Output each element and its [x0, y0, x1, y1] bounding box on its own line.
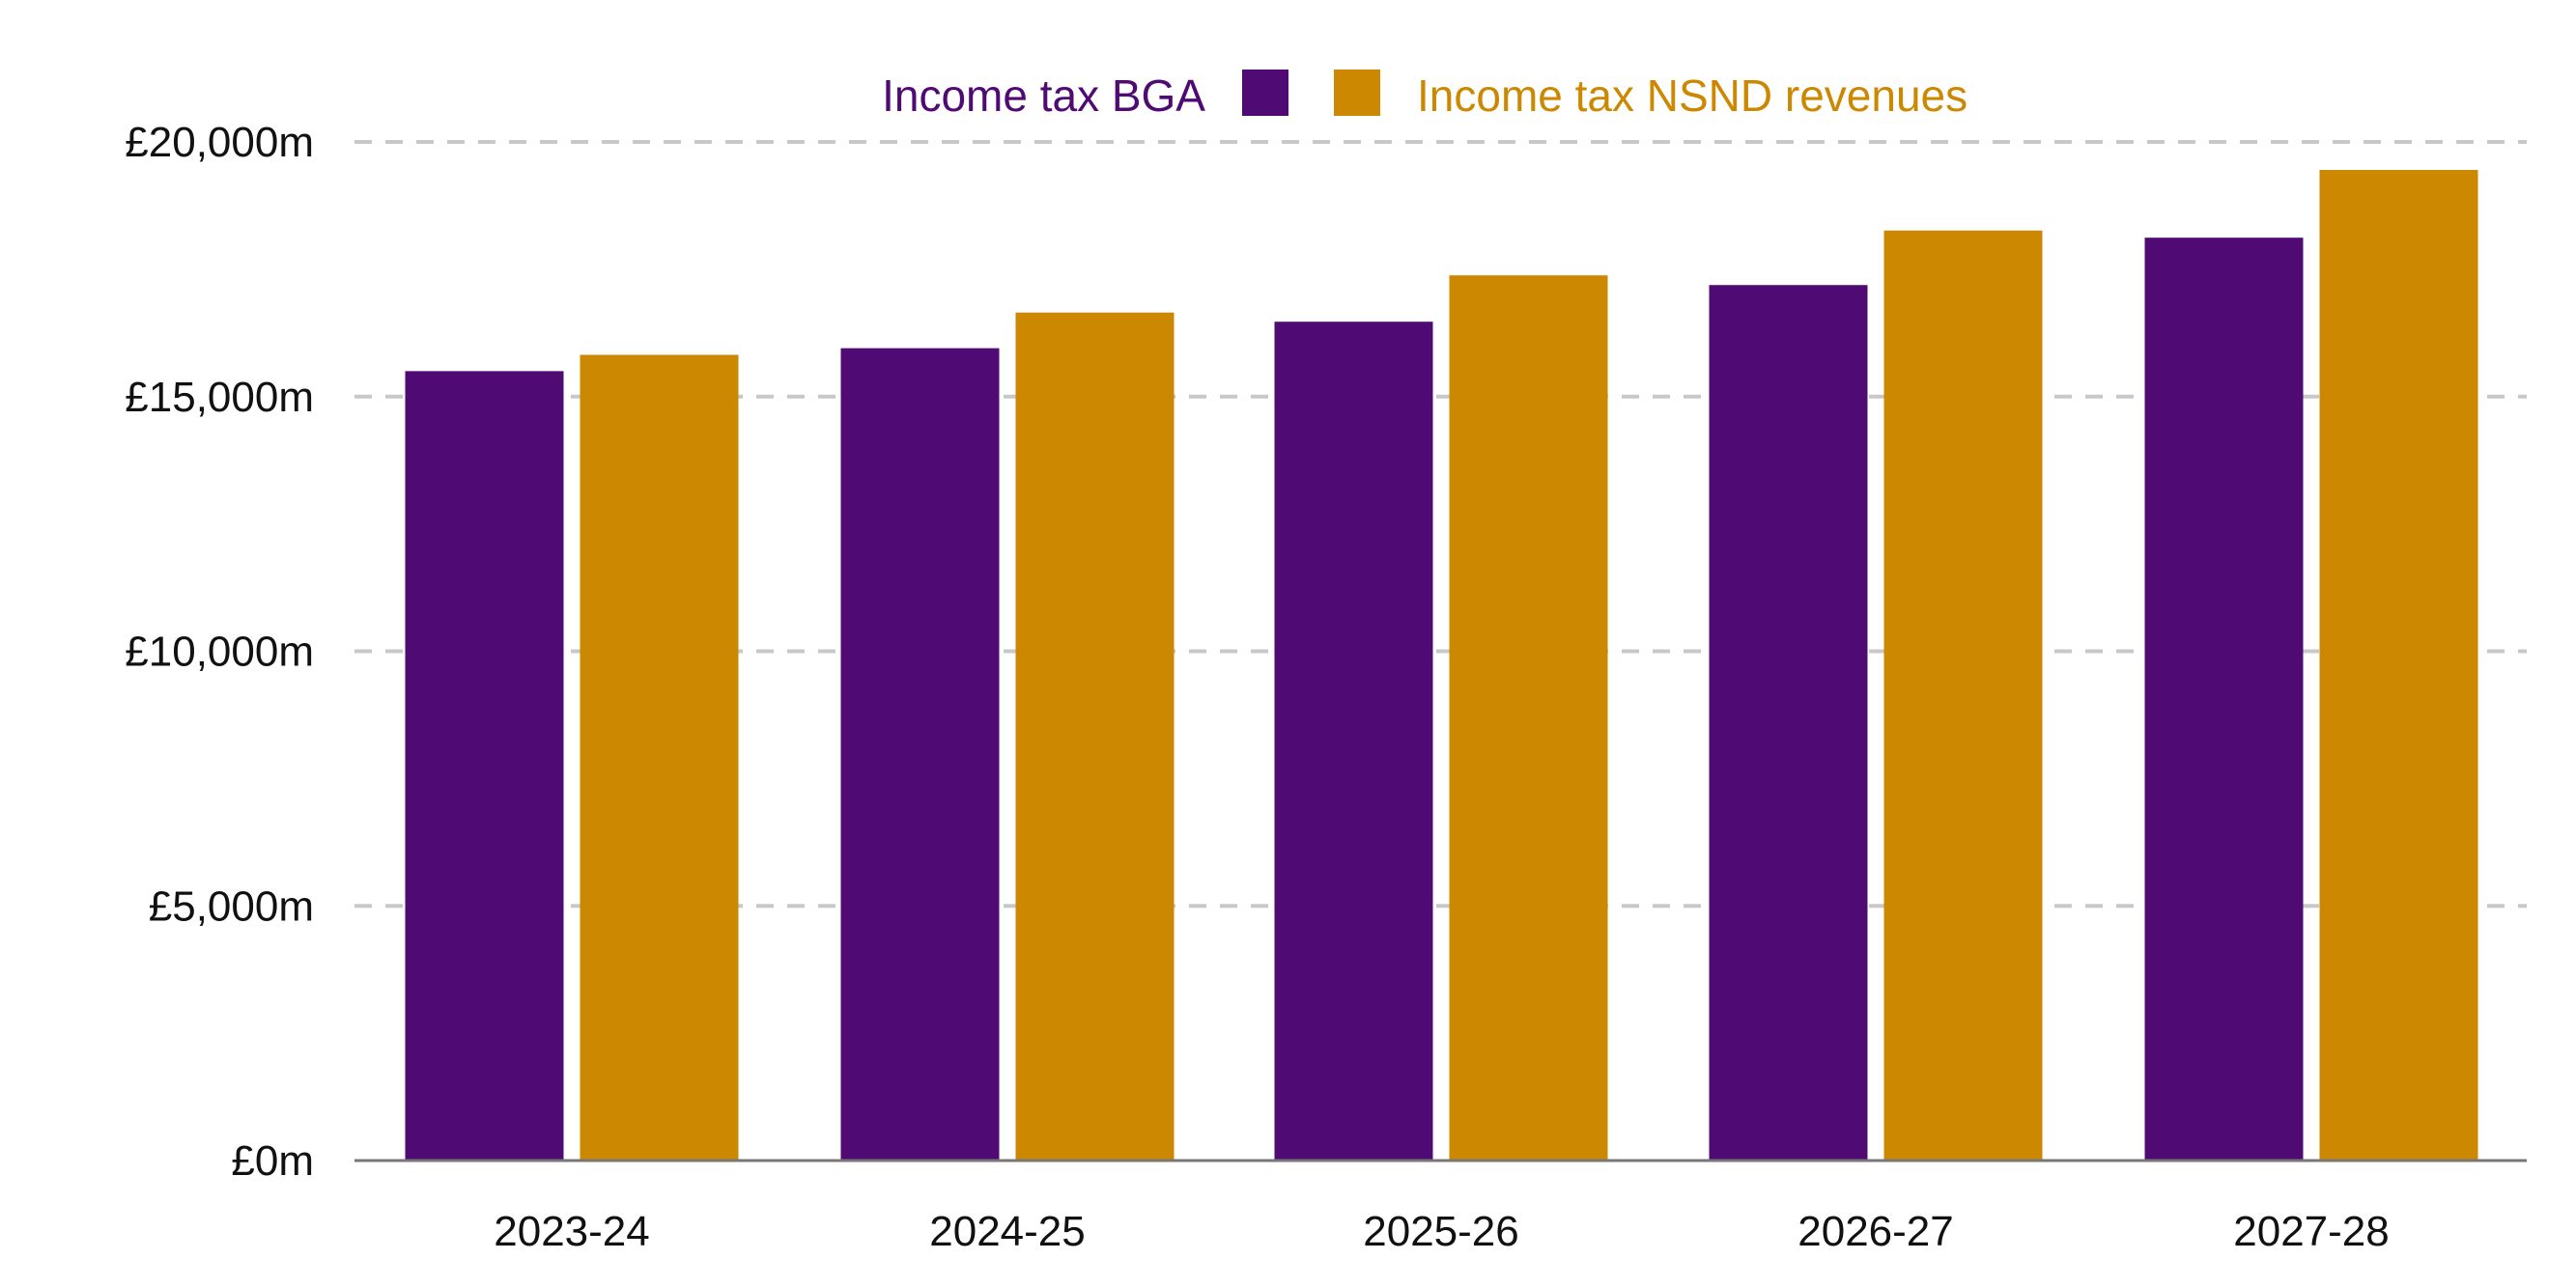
- bar-nsnd-2025-26: [1449, 275, 1608, 1162]
- bar-bga-2024-25: [840, 348, 1000, 1161]
- bar-bga-2027-28: [2144, 238, 2304, 1162]
- legend-label-nsnd: Income tax NSND revenues: [1417, 70, 1967, 121]
- x-tick-label: 2027-28: [2233, 1208, 2389, 1255]
- bar-bga-2023-24: [405, 371, 564, 1161]
- bar-nsnd-2024-25: [1015, 312, 1175, 1161]
- legend-swatch-nsnd: [1334, 70, 1380, 116]
- y-tick-label: £10,000m: [125, 629, 314, 676]
- y-axis: £0m £5,000m £10,000m £15,000m £20,000m: [125, 119, 314, 1185]
- y-tick-label: £0m: [231, 1137, 314, 1185]
- legend-label-bga: Income tax BGA: [882, 70, 1205, 121]
- bar-bga-2026-27: [1709, 285, 1868, 1161]
- y-tick-label: £5,000m: [149, 882, 314, 930]
- legend: Income tax BGA Income tax NSND revenues: [882, 70, 1967, 121]
- bar-nsnd-2026-27: [1883, 230, 2043, 1161]
- y-tick-label: £15,000m: [125, 374, 314, 421]
- x-axis: 2023-24 2024-25 2025-26 2026-27 2027-28: [494, 1208, 2389, 1255]
- bar-nsnd-2023-24: [580, 354, 739, 1161]
- x-tick-label: 2023-24: [494, 1208, 649, 1255]
- y-tick-label: £20,000m: [125, 119, 314, 166]
- bar-bga-2025-26: [1274, 322, 1433, 1161]
- x-tick-label: 2024-25: [929, 1208, 1085, 1255]
- legend-swatch-bga: [1242, 70, 1288, 116]
- bar-nsnd-2027-28: [2319, 170, 2478, 1162]
- bars: [405, 170, 2478, 1162]
- x-tick-label: 2026-27: [1798, 1208, 1953, 1255]
- x-tick-label: 2025-26: [1363, 1208, 1518, 1255]
- gridlines: [354, 140, 2527, 909]
